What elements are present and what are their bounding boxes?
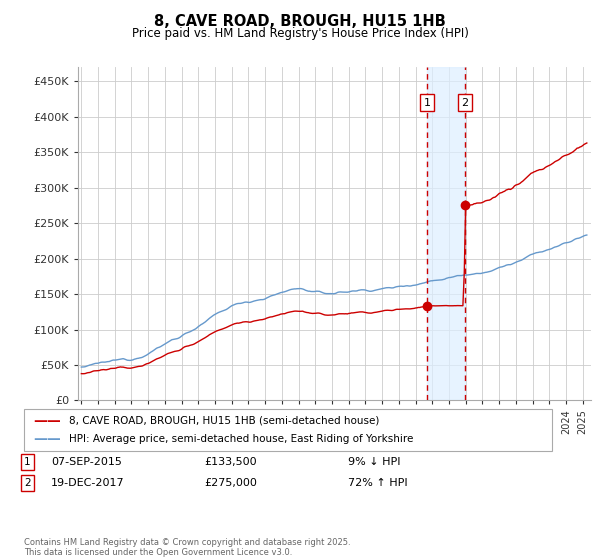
Text: £133,500: £133,500	[204, 457, 257, 467]
Text: 9% ↓ HPI: 9% ↓ HPI	[348, 457, 401, 467]
Text: Contains HM Land Registry data © Crown copyright and database right 2025.
This d: Contains HM Land Registry data © Crown c…	[24, 538, 350, 557]
Text: ——: ——	[33, 432, 61, 446]
Text: 2: 2	[24, 478, 31, 488]
Text: Price paid vs. HM Land Registry's House Price Index (HPI): Price paid vs. HM Land Registry's House …	[131, 27, 469, 40]
Text: 8, CAVE ROAD, BROUGH, HU15 1HB (semi-detached house): 8, CAVE ROAD, BROUGH, HU15 1HB (semi-det…	[69, 416, 379, 426]
Text: ——: ——	[33, 413, 61, 428]
Text: 2: 2	[461, 97, 469, 108]
Text: 1: 1	[24, 457, 31, 467]
Text: 8, CAVE ROAD, BROUGH, HU15 1HB: 8, CAVE ROAD, BROUGH, HU15 1HB	[154, 14, 446, 29]
Text: 1: 1	[424, 97, 430, 108]
Bar	[427, 67, 465, 400]
Text: 19-DEC-2017: 19-DEC-2017	[51, 478, 125, 488]
Text: 07-SEP-2015: 07-SEP-2015	[51, 457, 122, 467]
Text: HPI: Average price, semi-detached house, East Riding of Yorkshire: HPI: Average price, semi-detached house,…	[69, 434, 413, 444]
Text: £275,000: £275,000	[204, 478, 257, 488]
Text: 72% ↑ HPI: 72% ↑ HPI	[348, 478, 407, 488]
